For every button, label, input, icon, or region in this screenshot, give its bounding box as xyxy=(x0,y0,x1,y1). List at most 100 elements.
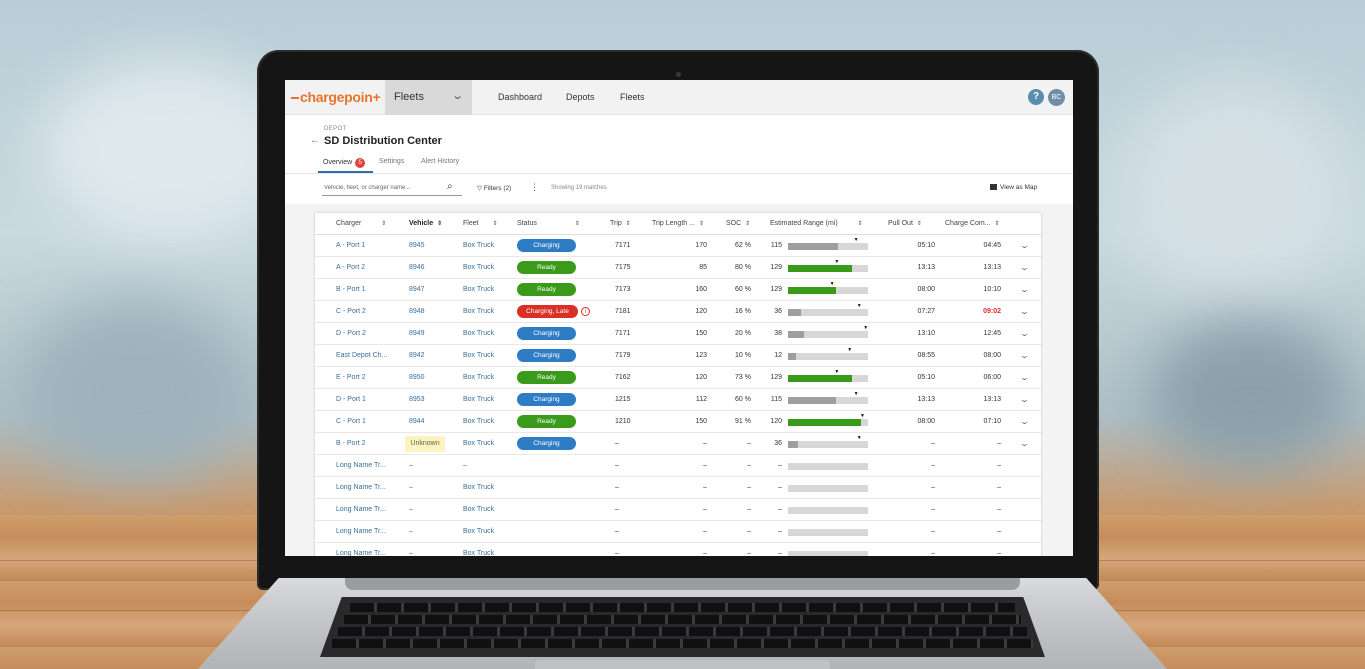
table-row[interactable]: Long Name Tr... – Box Truck – – – – – – xyxy=(315,521,1041,543)
range-bar: ▼ xyxy=(788,413,868,426)
column-header-trip-length[interactable]: Trip Length ... ⇕ xyxy=(652,220,704,227)
fleet-cell[interactable]: Box Truck xyxy=(463,242,495,249)
chargepoint-logo[interactable]: chargepoin+ xyxy=(291,89,381,105)
vehicle-cell[interactable]: – xyxy=(409,484,413,491)
more-options-icon[interactable]: ⋮ xyxy=(530,182,539,192)
chevron-down-icon[interactable]: ⌄ xyxy=(1019,417,1030,426)
view-as-map-button[interactable]: View as Map xyxy=(990,184,1037,191)
charger-cell[interactable]: C - Port 2 xyxy=(336,308,366,315)
column-header-soc[interactable]: SOC ⇕ xyxy=(726,220,751,227)
vehicle-cell[interactable]: – xyxy=(409,462,413,469)
vehicle-cell[interactable]: 8949 xyxy=(409,330,425,337)
fleet-cell[interactable]: Box Truck xyxy=(463,330,495,337)
fleet-cell[interactable]: Box Truck xyxy=(463,264,495,271)
vehicle-cell[interactable]: 8948 xyxy=(409,308,425,315)
fleet-cell[interactable]: Box Truck xyxy=(463,528,495,535)
fleet-cell[interactable]: Box Truck xyxy=(463,440,495,447)
table-row[interactable]: Long Name Tr... – Box Truck – – – – – – xyxy=(315,477,1041,499)
fleet-cell[interactable]: Box Truck xyxy=(463,506,495,513)
fleet-cell[interactable]: Box Truck xyxy=(463,352,495,359)
nav-dashboard[interactable]: Dashboard xyxy=(498,92,543,102)
info-icon[interactable]: i xyxy=(581,307,590,316)
nav-depots[interactable]: Depots xyxy=(566,92,595,102)
charger-cell[interactable]: Long Name Tr... xyxy=(336,462,386,469)
charger-cell[interactable]: Long Name Tr... xyxy=(336,484,386,491)
tab-overview[interactable]: Overview 5 xyxy=(323,158,366,168)
vehicle-cell[interactable]: – xyxy=(409,528,413,535)
fleet-cell[interactable]: – xyxy=(463,462,467,469)
fleet-cell[interactable]: Box Truck xyxy=(463,418,495,425)
fleet-cell[interactable]: Box Truck xyxy=(463,396,495,403)
nav-fleets[interactable]: Fleets xyxy=(620,92,645,102)
chevron-down-icon[interactable]: ⌄ xyxy=(1019,439,1030,448)
charger-cell[interactable]: Long Name Tr... xyxy=(336,550,386,556)
charger-cell[interactable]: E - Port 2 xyxy=(336,374,366,381)
column-header-charger[interactable]: Charger ⇕ xyxy=(336,220,387,227)
tab-settings[interactable]: Settings xyxy=(379,158,405,165)
back-arrow-icon[interactable]: ← xyxy=(310,135,320,146)
search-input[interactable] xyxy=(322,181,462,196)
fleet-cell[interactable]: Box Truck xyxy=(463,484,495,491)
search-icon[interactable]: ⌕ xyxy=(447,181,453,192)
charger-cell[interactable]: B - Port 2 xyxy=(336,440,366,447)
table-row[interactable]: A - Port 1 8945 Box Truck Charging 7171 170 62… xyxy=(315,235,1041,257)
column-header-status[interactable]: Status ⇕ xyxy=(517,220,580,227)
table-row[interactable]: Long Name Tr... – Box Truck – – – – – – xyxy=(315,543,1041,556)
table-row[interactable]: C - Port 1 8944 Box Truck Ready 1210 150 91 % 1… xyxy=(315,411,1041,433)
charger-cell[interactable]: B - Port 1 xyxy=(336,286,366,293)
range-value-cell: 129 xyxy=(770,264,782,271)
charger-cell[interactable]: East Depot Ch... xyxy=(336,352,388,359)
help-button[interactable]: ? xyxy=(1028,89,1044,105)
chevron-down-icon[interactable]: ⌄ xyxy=(1019,307,1030,316)
table-row[interactable]: B - Port 1 8947 Box Truck Ready 7173 160 60 % 1… xyxy=(315,279,1041,301)
chevron-down-icon[interactable]: ⌄ xyxy=(1019,329,1030,338)
charger-cell[interactable]: D - Port 1 xyxy=(336,396,366,403)
column-header-trip[interactable]: Trip ⇕ xyxy=(610,220,631,227)
table-row[interactable]: C - Port 2 8948 Box Truck Charging, Late i 71… xyxy=(315,301,1041,323)
charger-cell[interactable]: A - Port 2 xyxy=(336,264,366,271)
charger-cell[interactable]: Long Name Tr... xyxy=(336,528,386,535)
fleet-cell[interactable]: Box Truck xyxy=(463,550,495,556)
charger-cell[interactable]: C - Port 1 xyxy=(336,418,366,425)
column-header-charge-complete[interactable]: Charge Com... ⇕ xyxy=(945,220,1000,227)
charger-cell[interactable]: A - Port 1 xyxy=(336,242,366,249)
chevron-down-icon[interactable]: ⌄ xyxy=(1019,241,1030,250)
user-avatar-button[interactable]: BC xyxy=(1048,89,1065,106)
fleet-cell[interactable]: Box Truck xyxy=(463,286,495,293)
chevron-down-icon[interactable]: ⌄ xyxy=(1019,395,1030,404)
fleet-cell[interactable]: Box Truck xyxy=(463,374,495,381)
chevron-down-icon[interactable]: ⌄ xyxy=(1019,263,1030,272)
vehicle-cell[interactable]: 8953 xyxy=(409,396,425,403)
vehicle-cell[interactable]: 8945 xyxy=(409,242,425,249)
table-row[interactable]: Long Name Tr... – – – – – – – – xyxy=(315,455,1041,477)
table-row[interactable]: Long Name Tr... – Box Truck – – – – – – xyxy=(315,499,1041,521)
vehicle-cell[interactable]: 8947 xyxy=(409,286,425,293)
vehicle-cell[interactable]: 8944 xyxy=(409,418,425,425)
column-header-vehicle[interactable]: Vehicle ⇕ xyxy=(409,220,443,227)
table-row[interactable]: D - Port 2 8949 Box Truck Charging 7171 150 20… xyxy=(315,323,1041,345)
vehicle-cell[interactable]: 8950 xyxy=(409,374,425,381)
chevron-down-icon[interactable]: ⌄ xyxy=(1019,285,1030,294)
vehicle-cell[interactable]: 8942 xyxy=(409,352,425,359)
table-row[interactable]: D - Port 1 8953 Box Truck Charging 1215 112 60… xyxy=(315,389,1041,411)
fleet-cell[interactable]: Box Truck xyxy=(463,308,495,315)
chevron-down-icon[interactable]: ⌄ xyxy=(1019,373,1030,382)
column-header-fleet[interactable]: Fleet ⇕ xyxy=(463,220,498,227)
range-bar: ▼ xyxy=(788,435,868,448)
column-header-estimated-range[interactable]: Estimated Range (mi) ⇕ xyxy=(770,220,863,227)
fleets-dropdown[interactable]: Fleets ⌄ xyxy=(385,80,472,115)
filters-button[interactable]: ▽ Filters (2) xyxy=(477,184,511,192)
table-row[interactable]: A - Port 2 8946 Box Truck Ready 7175 85 80 % 12… xyxy=(315,257,1041,279)
vehicle-cell[interactable]: – xyxy=(409,550,413,556)
table-row[interactable]: E - Port 2 8950 Box Truck Ready 7162 120 73 % 1… xyxy=(315,367,1041,389)
pull-out-cell: 08:00 xyxy=(917,418,935,425)
charger-cell[interactable]: Long Name Tr... xyxy=(336,506,386,513)
vehicle-cell[interactable]: 8946 xyxy=(409,264,425,271)
charger-cell[interactable]: D - Port 2 xyxy=(336,330,366,337)
table-row[interactable]: B - Port 2 Unknown Box Truck Charging – – – 36 ▼… xyxy=(315,433,1041,455)
tab-alert-history[interactable]: Alert History xyxy=(421,158,460,165)
table-row[interactable]: East Depot Ch... 8942 Box Truck Charging 717… xyxy=(315,345,1041,367)
vehicle-cell[interactable]: – xyxy=(409,506,413,513)
column-header-pull-out[interactable]: Pull Out ⇕ xyxy=(888,220,922,227)
chevron-down-icon[interactable]: ⌄ xyxy=(1019,351,1030,360)
